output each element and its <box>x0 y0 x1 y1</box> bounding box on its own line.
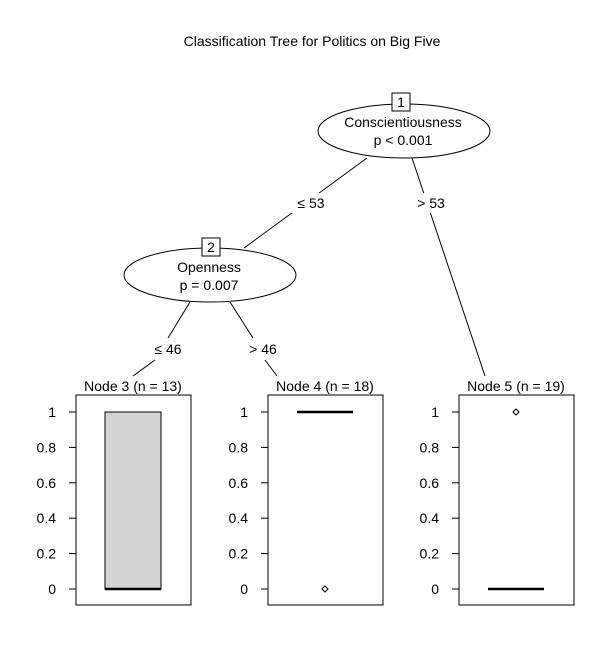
y-tick-label: 1 <box>48 404 56 420</box>
edge-label-bg <box>410 193 450 213</box>
edge-label-2-4: > 46 <box>249 341 277 357</box>
y-axis: 0 0.2 0.4 0.6 0.8 1 <box>37 404 76 597</box>
node-id-box <box>201 237 221 257</box>
y-tick-label: 1 <box>431 404 439 420</box>
panel-header-bg <box>460 376 573 394</box>
y-tick-label: 0.8 <box>229 439 249 455</box>
y-tick-label: 0.8 <box>420 439 440 455</box>
y-tick-label: 0.2 <box>420 546 440 562</box>
outlier-point <box>321 585 329 593</box>
boxplot <box>104 411 162 591</box>
y-axis: 0 0.2 0.4 0.6 0.8 1 <box>420 404 459 597</box>
y-tick-label: 0.6 <box>37 475 57 491</box>
edge-1-5-line <box>411 157 486 377</box>
y-tick-label: 0 <box>48 581 56 597</box>
edge-2-3-line-top <box>167 301 191 339</box>
node-id-box <box>391 92 411 112</box>
edge-2-3-line-bottom <box>132 359 156 377</box>
y-tick-label: 0.2 <box>37 546 57 562</box>
outlier-point <box>512 408 520 416</box>
edge-2-4-line-bottom <box>264 359 278 377</box>
node-variable: Openness <box>177 259 241 275</box>
edge-label-bg <box>242 339 282 359</box>
figure-title: Classification Tree for Politics on Big … <box>184 33 441 49</box>
inner-node-2: 2 Openness p = 0.007 <box>123 237 297 303</box>
node-pvalue: p = 0.007 <box>180 277 239 293</box>
boxplot <box>297 410 353 593</box>
panel-frame <box>267 394 384 606</box>
panel-frame <box>458 394 575 606</box>
edge-label-2-3: ≤ 46 <box>154 341 181 357</box>
edge-label-1-2: ≤ 53 <box>297 195 324 211</box>
terminal-node-3: Node 3 (n = 13) 0 0.2 0.4 0.6 0.8 1 <box>37 376 192 606</box>
edge-2-4-line-top <box>229 301 254 339</box>
y-axis: 0 0.2 0.4 0.6 0.8 1 <box>229 404 268 597</box>
y-tick-label: 0 <box>240 581 248 597</box>
edge-label-1-5: > 53 <box>417 195 445 211</box>
edge-label-bg <box>148 339 188 359</box>
terminal-node-4: Node 4 (n = 18) 0 0.2 0.4 0.6 0.8 1 <box>229 376 384 606</box>
terminal-node-label: Node 4 (n = 18) <box>276 378 374 394</box>
node-id: 1 <box>397 94 405 110</box>
node-pvalue: p < 0.001 <box>374 132 433 148</box>
node-ellipse <box>317 103 491 159</box>
y-tick-label: 0.4 <box>229 510 249 526</box>
boxplot <box>488 408 544 591</box>
y-tick-label: 0.2 <box>229 546 249 562</box>
y-tick-label: 0.6 <box>420 475 440 491</box>
y-tick-label: 0 <box>431 581 439 597</box>
terminal-node-5: Node 5 (n = 19) 0 0.2 0.4 0.6 0.8 1 <box>420 376 575 606</box>
inner-node-1: 1 Conscientiousness p < 0.001 <box>317 92 491 159</box>
panel-header-bg <box>269 376 382 394</box>
y-tick-label: 0.8 <box>37 439 57 455</box>
terminal-node-label: Node 5 (n = 19) <box>467 378 565 394</box>
y-tick-label: 0.6 <box>229 475 249 491</box>
panel-header-bg <box>77 376 190 394</box>
y-tick-label: 1 <box>240 404 248 420</box>
node-variable: Conscientiousness <box>344 114 462 130</box>
node-id: 2 <box>207 239 215 255</box>
edge-label-bg <box>291 193 331 213</box>
box-iqr <box>104 411 162 590</box>
terminal-node-label: Node 3 (n = 13) <box>84 378 182 394</box>
y-tick-label: 0.4 <box>37 510 57 526</box>
y-tick-label: 0.4 <box>420 510 440 526</box>
